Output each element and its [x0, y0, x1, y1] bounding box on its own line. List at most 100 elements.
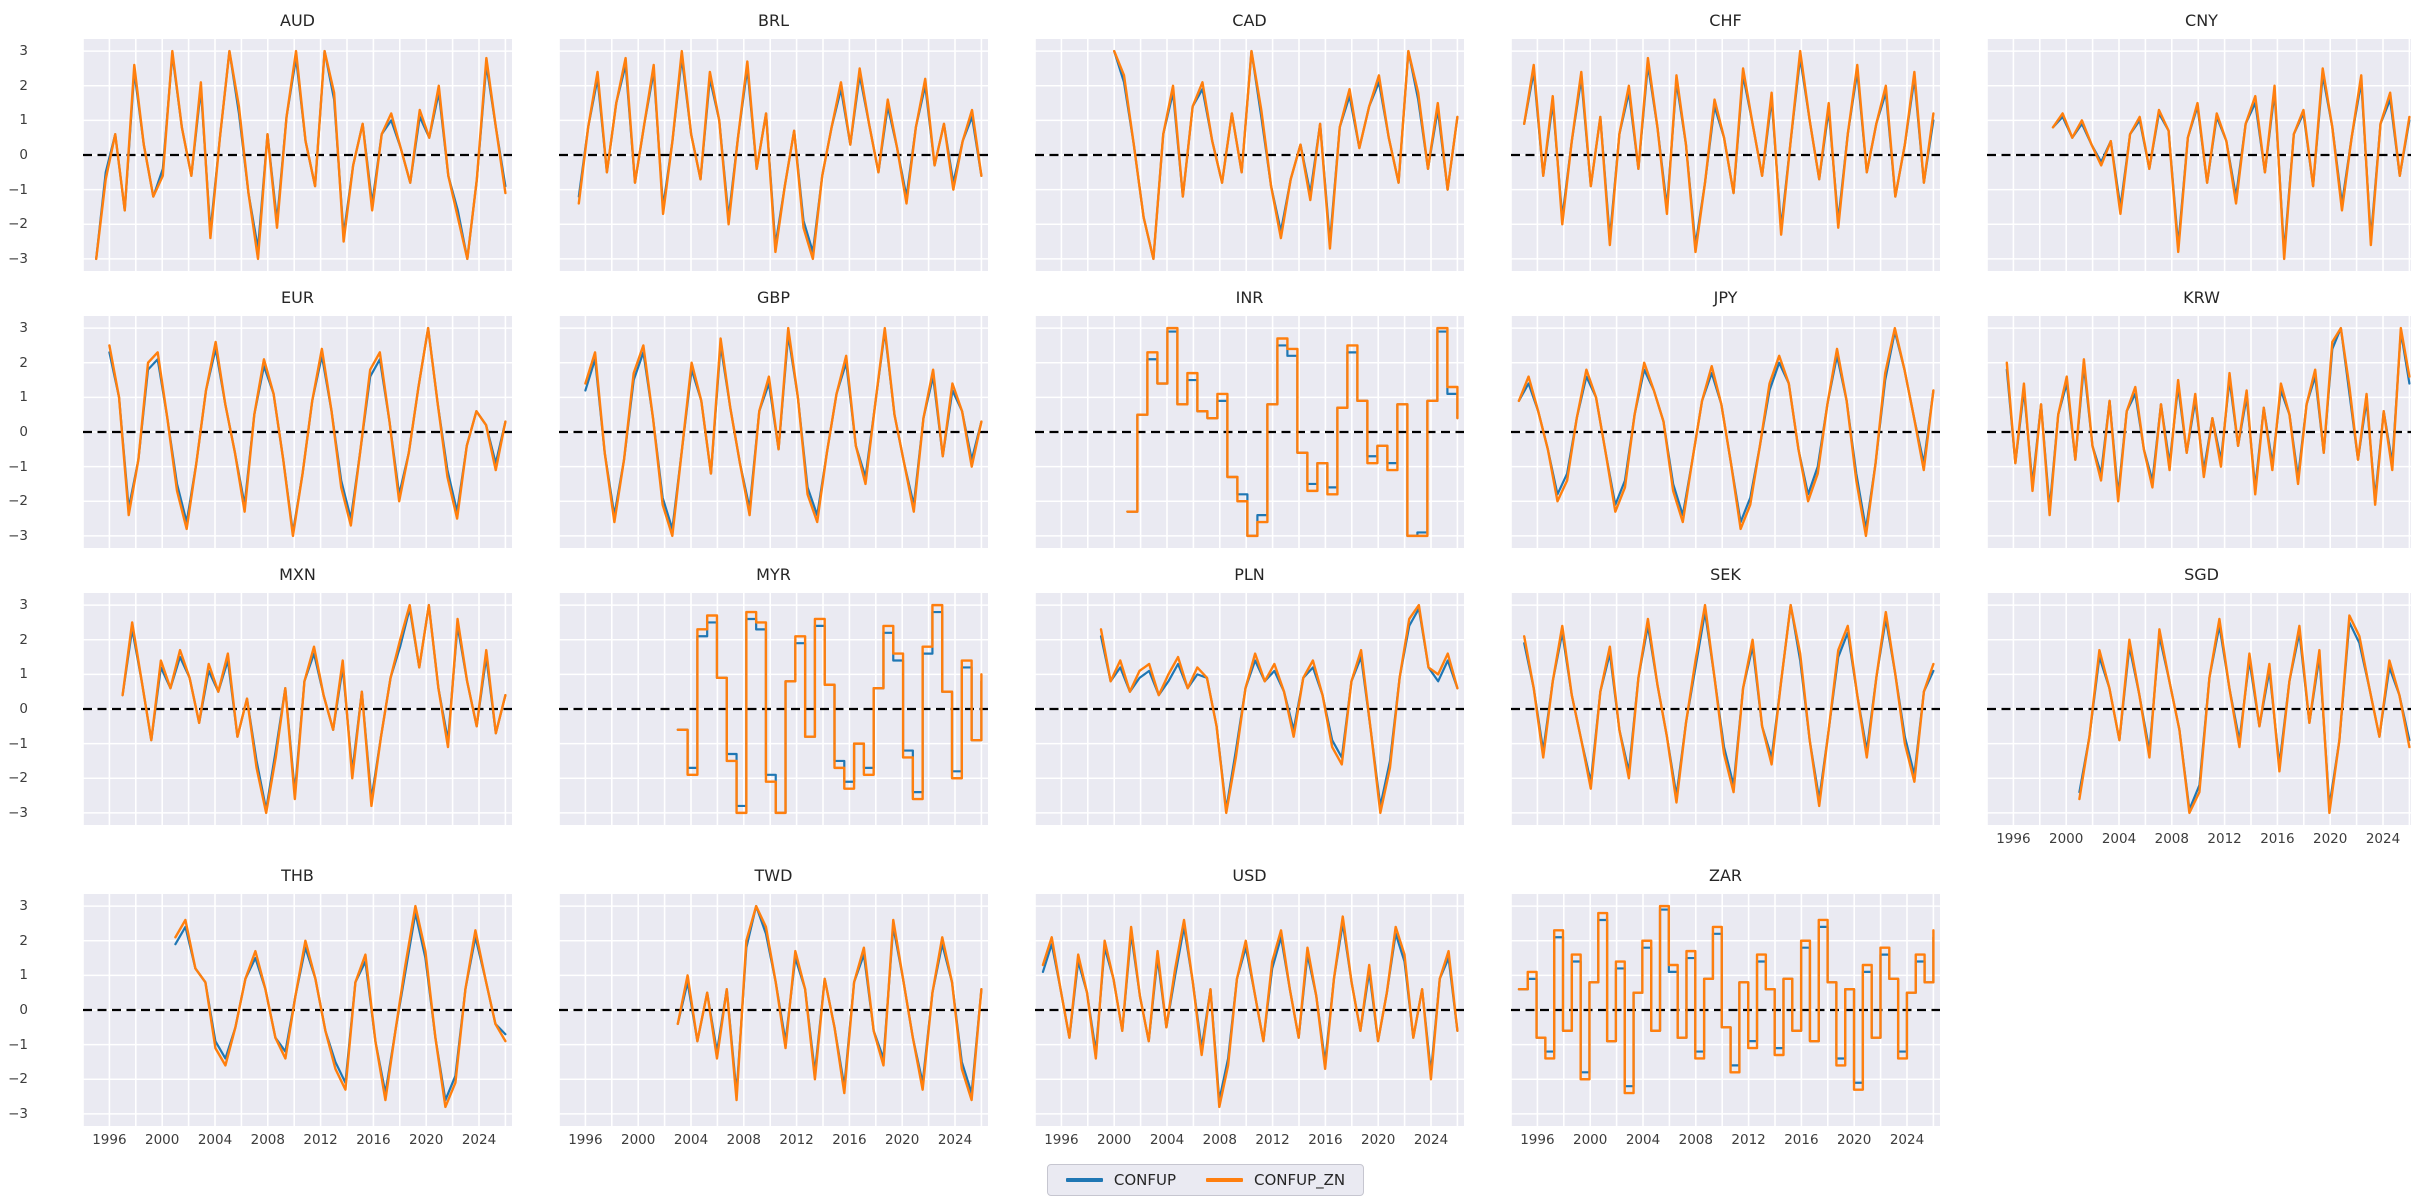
x-tick-label: 2016: [1784, 1132, 1819, 1148]
x-tick-label: 2016: [356, 1132, 391, 1148]
x-tick-label: 2008: [2154, 831, 2189, 847]
x-axis-twd: 1996 2000 2004 2008 2012 2016 2020 2024: [559, 1126, 988, 1150]
legend-label-confup_zn: CONFUP_ZN: [1254, 1171, 1346, 1189]
plot-sek: [1511, 593, 1940, 825]
y-tick-label: −1: [8, 1036, 28, 1053]
panel-title-usd: USD: [1232, 866, 1267, 885]
series-confup-zn: [1517, 326, 1935, 538]
y-tick-label: −2: [8, 1071, 28, 1088]
x-tick-label: 2004: [1625, 1132, 1661, 1148]
y-tick-label: 1: [19, 389, 28, 406]
y-tick-label: −1: [8, 458, 28, 475]
series-confup-zn: [1041, 915, 1459, 1109]
x-tick-label: 2024: [2365, 831, 2401, 847]
y-tick-label: −2: [8, 493, 28, 510]
y-tick-label: 3: [19, 898, 28, 915]
x-tick-label: 2008: [726, 1132, 761, 1148]
x-tick-label: 2004: [1149, 1132, 1185, 1148]
series-confup-zn: [1523, 49, 1935, 254]
y-tick-label: 0: [19, 1002, 28, 1018]
panel-title-brl: BRL: [757, 11, 789, 30]
plot-brl: [559, 39, 988, 271]
panel-zar: ZAR 1996 2000 2004 2008 2012 2016 2020 2024: [1511, 863, 1940, 1150]
plot-inr: [1035, 316, 1464, 548]
x-tick-label: 2012: [303, 1132, 338, 1148]
y-tick-label: 1: [19, 112, 28, 129]
y-axis-row-1: 3 2 1 0 −1 −2 −3: [0, 8, 36, 271]
plot-sgd: [1987, 593, 2411, 825]
plot-chf: [1511, 39, 1940, 271]
panel-title-aud: AUD: [280, 11, 315, 30]
chart-row-4: 3 2 1 0 −1 −2 −3 THB 1996 2000 2004 2008 2012 2016 202…: [0, 863, 2411, 1150]
series-confup-zn: [676, 603, 983, 815]
panel-myr: MYR: [559, 562, 988, 825]
series-confup-zn: [1099, 603, 1459, 815]
panel-sek: SEK: [1511, 562, 1940, 825]
panel-title-chf: CHF: [1709, 11, 1742, 30]
x-axis-zar: 1996 2000 2004 2008 2012 2016 2020 2024: [1511, 1126, 1940, 1150]
plot-cny: [1987, 39, 2411, 271]
panel-mxn: MXN: [83, 562, 512, 825]
panel-jpy: JPY: [1511, 285, 1940, 548]
y-tick-label: 2: [19, 77, 28, 94]
panel-eur: EUR: [83, 285, 512, 548]
panel-title-myr: MYR: [756, 565, 791, 584]
y-tick-label: −3: [8, 1105, 28, 1122]
series-confup-zn: [676, 904, 983, 1102]
x-tick-label: 2020: [1361, 1132, 1396, 1148]
x-tick-label: 2000: [145, 1132, 180, 1148]
x-tick-label: 2012: [779, 1132, 814, 1148]
plot-eur: [83, 316, 512, 548]
x-tick-label: 1996: [1996, 831, 2031, 847]
plot-mxn: [83, 593, 512, 825]
x-tick-label: 2024: [461, 1132, 497, 1148]
chart-row-2: 3 2 1 0 −1 −2 −3 EUR GBP INR JPY KRW: [0, 285, 2411, 548]
y-axis-row-2: 3 2 1 0 −1 −2 −3: [0, 285, 36, 548]
plot-usd: [1035, 894, 1464, 1126]
x-tick-label: 2020: [1837, 1132, 1872, 1148]
y-tick-label: −3: [8, 527, 28, 544]
x-tick-label: 2004: [197, 1132, 233, 1148]
y-tick-label: 2: [19, 631, 28, 648]
panel-cad: CAD: [1035, 8, 1464, 271]
plot-gbp: [559, 316, 988, 548]
legend-swatch-confup_zn: [1206, 1178, 1243, 1182]
y-tick-label: 2: [19, 932, 28, 949]
y-tick-label: 3: [19, 597, 28, 614]
series-confup-zn: [1126, 326, 1459, 538]
panel-title-twd: TWD: [754, 866, 793, 885]
series-confup-zn: [174, 904, 507, 1109]
y-tick-label: −3: [8, 250, 28, 267]
x-tick-label: 2004: [673, 1132, 709, 1148]
legend-swatch-confup: [1065, 1178, 1103, 1182]
series-confup-zn: [577, 49, 983, 261]
x-tick-label: 2004: [2101, 831, 2137, 847]
y-tick-label: 3: [19, 43, 28, 60]
plot-krw: [1987, 316, 2411, 548]
panel-title-thb: THB: [281, 866, 314, 885]
chart-grid: 3 2 1 0 −1 −2 −3 AUD BRL CAD CHF CNY 3 2 1 0 −1 −2 −3 EUR GB…: [0, 8, 2411, 1150]
legend: CONFUP CONFUP_ZN: [1046, 1164, 1365, 1196]
chart-row-1: 3 2 1 0 −1 −2 −3 AUD BRL CAD CHF CNY: [0, 8, 2411, 271]
panel-twd: TWD 1996 2000 2004 2008 2012 2016 2020 2024: [559, 863, 988, 1150]
x-tick-label: 2012: [1255, 1132, 1290, 1148]
plot-jpy: [1511, 316, 1940, 548]
x-tick-label: 2008: [1202, 1132, 1237, 1148]
y-tick-label: −2: [8, 216, 28, 233]
panel-title-eur: EUR: [281, 288, 314, 307]
panel-inr: INR: [1035, 285, 1464, 548]
x-axis-thb: 1996 2000 2004 2008 2012 2016 2020 2024: [83, 1126, 512, 1150]
series-confup-zn: [1517, 904, 1935, 1095]
x-tick-label: 2016: [2260, 831, 2295, 847]
series-confup-zn: [2005, 326, 2411, 517]
panel-title-inr: INR: [1235, 288, 1264, 307]
panel-usd: USD 1996 2000 2004 2008 2012 2016 2020 2024: [1035, 863, 1464, 1150]
y-tick-label: 2: [19, 354, 28, 371]
panel-title-mxn: MXN: [279, 565, 316, 584]
plot-thb: [83, 894, 512, 1126]
panel-title-zar: ZAR: [1708, 866, 1743, 885]
x-tick-label: 2020: [885, 1132, 920, 1148]
panel-chf: CHF: [1511, 8, 1940, 271]
x-tick-label: 2000: [1573, 1132, 1608, 1148]
panel-title-cny: CNY: [2185, 11, 2218, 30]
